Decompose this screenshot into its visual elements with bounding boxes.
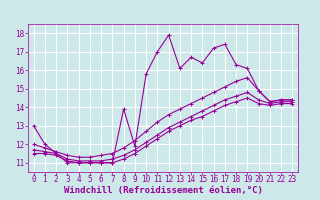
- X-axis label: Windchill (Refroidissement éolien,°C): Windchill (Refroidissement éolien,°C): [64, 186, 262, 195]
